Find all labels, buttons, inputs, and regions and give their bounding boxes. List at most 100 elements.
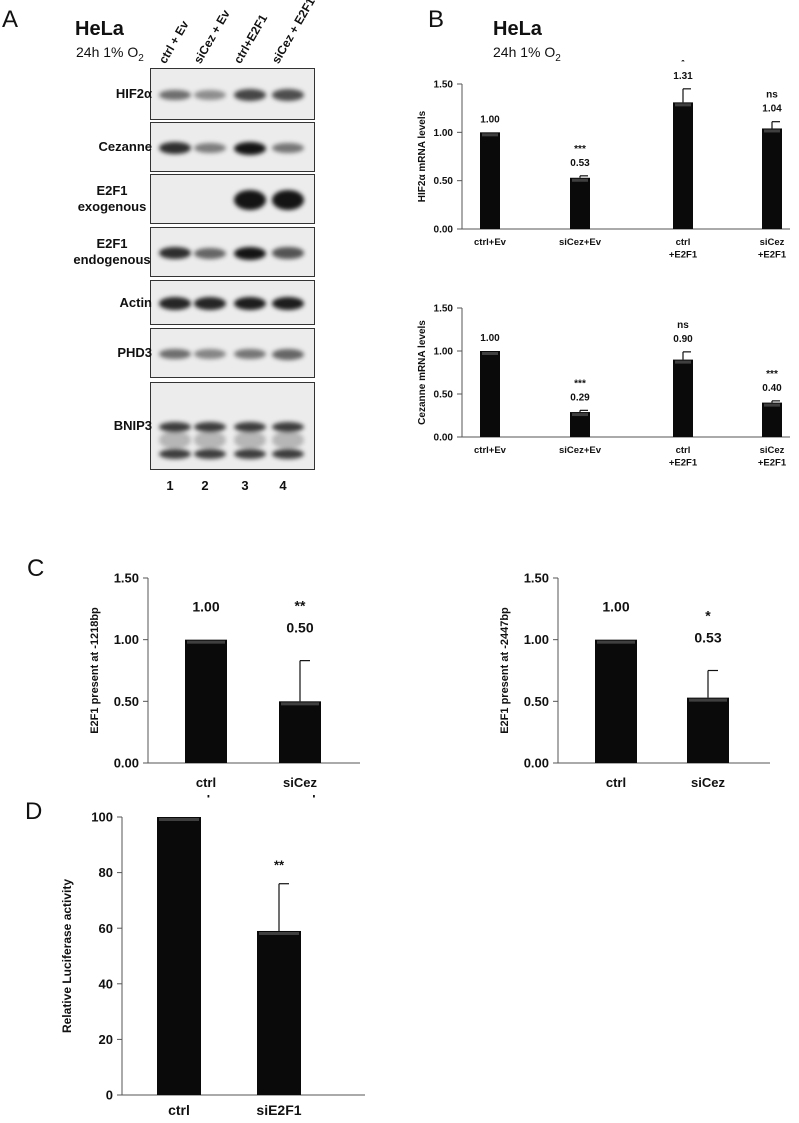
hif2a-mrna-chart: 0.00 0.50 1.00 1.50 HIF2α mRNA levels 1.00 ctr… bbox=[417, 60, 790, 261]
blot-strip bbox=[150, 68, 315, 120]
bar bbox=[595, 639, 637, 763]
lane-label: siCez + Ev bbox=[190, 7, 233, 66]
blot-band bbox=[194, 90, 226, 100]
blot-label: E2F1 exogenous bbox=[77, 183, 147, 215]
blot-band bbox=[272, 142, 304, 154]
data-label: 0.29 bbox=[570, 392, 590, 403]
data-label: 0.53 bbox=[694, 630, 721, 646]
y-tick-label: 0.00 bbox=[524, 756, 549, 771]
blot-strip bbox=[150, 280, 315, 325]
blot-band bbox=[159, 348, 191, 360]
data-label: 1.04 bbox=[762, 104, 782, 115]
y-tick-label: 0.00 bbox=[434, 433, 454, 444]
y-axis-label: E2F1 present at -1218bp bbox=[89, 607, 101, 734]
lane-number: 4 bbox=[279, 478, 287, 493]
e2f1-1218bp-chart: 0.00 0.50 1.00 1.50 E2F1 present at -1218bp 1… bbox=[89, 571, 360, 790]
blot-strip bbox=[150, 227, 315, 277]
lane-label: ctrl+E2F1 bbox=[230, 11, 271, 67]
bar-highlight bbox=[597, 640, 635, 644]
blot-band bbox=[194, 431, 226, 449]
y-tick-label: 100 bbox=[91, 810, 113, 825]
bar-highlight bbox=[259, 931, 299, 935]
bar-highlight bbox=[281, 702, 319, 706]
x-tick-label: siCez+Ev bbox=[559, 237, 602, 248]
bar bbox=[570, 412, 590, 437]
blot-strip bbox=[150, 382, 315, 470]
panel-b-condition: 24h 1% O2 bbox=[493, 44, 561, 64]
blot-band bbox=[234, 141, 266, 155]
significance-label: *** bbox=[574, 144, 586, 155]
y-tick-label: 0.50 bbox=[434, 176, 454, 187]
y-axis-label: Cezanne mRNA levels bbox=[417, 320, 428, 425]
significance-label: *** bbox=[574, 378, 586, 389]
y-tick-label: 60 bbox=[99, 921, 113, 936]
significance-label: ns bbox=[677, 320, 689, 331]
bar bbox=[185, 639, 227, 763]
blot-label: HIF2α bbox=[115, 86, 152, 101]
x-tick-label: +E2F1 bbox=[758, 458, 787, 469]
y-tick-label: 1.00 bbox=[434, 128, 454, 139]
blot-label: E2F1 endogenous bbox=[73, 236, 151, 268]
significance-label: * bbox=[681, 60, 685, 68]
panel-letter-c: C bbox=[27, 555, 45, 582]
bar-highlight bbox=[187, 640, 225, 644]
bar-highlight bbox=[675, 360, 691, 364]
blot-band bbox=[272, 431, 304, 449]
blot-band bbox=[234, 422, 266, 432]
data-label: 0.50 bbox=[286, 620, 313, 636]
blot-strip bbox=[150, 174, 315, 224]
y-tick-label: 1.00 bbox=[524, 632, 549, 647]
y-tick-label: 0.50 bbox=[434, 390, 454, 401]
blot-band bbox=[234, 449, 266, 459]
x-tick-label: ctrl bbox=[676, 237, 691, 248]
significance-label: * bbox=[705, 608, 711, 624]
significance-label: ** bbox=[274, 858, 285, 873]
y-tick-label: 40 bbox=[99, 976, 113, 991]
blot-band bbox=[194, 297, 226, 310]
y-tick-label: 0 bbox=[106, 1088, 113, 1103]
bar-highlight bbox=[482, 133, 498, 137]
y-axis-label: Relative Luciferase activity bbox=[60, 879, 74, 1033]
lane-label: ctrl + Ev bbox=[155, 18, 192, 66]
bar-highlight bbox=[675, 103, 691, 107]
y-tick-label: 0.00 bbox=[434, 225, 454, 236]
x-tick-label: +E2F1 bbox=[669, 458, 698, 469]
blot-band bbox=[159, 141, 191, 155]
panel-letter-b: B bbox=[428, 6, 445, 33]
blot-band bbox=[194, 449, 226, 459]
blot-band bbox=[272, 297, 304, 310]
x-tick-label: ctrl bbox=[196, 775, 216, 790]
significance-label: ns bbox=[766, 90, 778, 101]
blot-band bbox=[159, 89, 191, 101]
blot-strip bbox=[150, 122, 315, 172]
bar bbox=[673, 359, 693, 437]
data-label: 1.00 bbox=[480, 333, 500, 344]
blot-label: Actin bbox=[119, 294, 153, 310]
x-tick-label: siCez+Ev bbox=[559, 445, 602, 456]
blot-band bbox=[234, 431, 266, 449]
y-tick-label: 1.50 bbox=[434, 304, 454, 315]
x-tick-label: ctrl bbox=[168, 1102, 190, 1118]
x-tick-label: +E2F1 bbox=[758, 250, 787, 261]
panel-b-title: HeLa bbox=[493, 18, 542, 40]
y-tick-label: 1.50 bbox=[114, 571, 139, 586]
blot-band bbox=[194, 247, 226, 259]
blot-band bbox=[194, 422, 226, 432]
bar bbox=[762, 128, 782, 229]
blot-band bbox=[272, 348, 304, 360]
x-tick-label: ctrl+Ev bbox=[474, 237, 507, 248]
bar bbox=[673, 102, 693, 229]
blot-label: BNIP3 bbox=[113, 418, 152, 433]
significance-label: ** bbox=[295, 598, 306, 614]
data-label: 1.00 bbox=[480, 114, 500, 125]
bar bbox=[570, 177, 590, 229]
panel-a-condition: 24h 1% O2 bbox=[76, 44, 144, 64]
bar-highlight bbox=[572, 178, 588, 182]
x-tick-label: siCez bbox=[691, 775, 725, 790]
x-tick-label: ctrl bbox=[606, 775, 626, 790]
lane-number: 3 bbox=[241, 478, 249, 493]
y-tick-label: 20 bbox=[99, 1032, 113, 1047]
bar-highlight bbox=[572, 413, 588, 417]
blot-band bbox=[272, 422, 304, 432]
data-label: 1.31 bbox=[673, 71, 693, 82]
